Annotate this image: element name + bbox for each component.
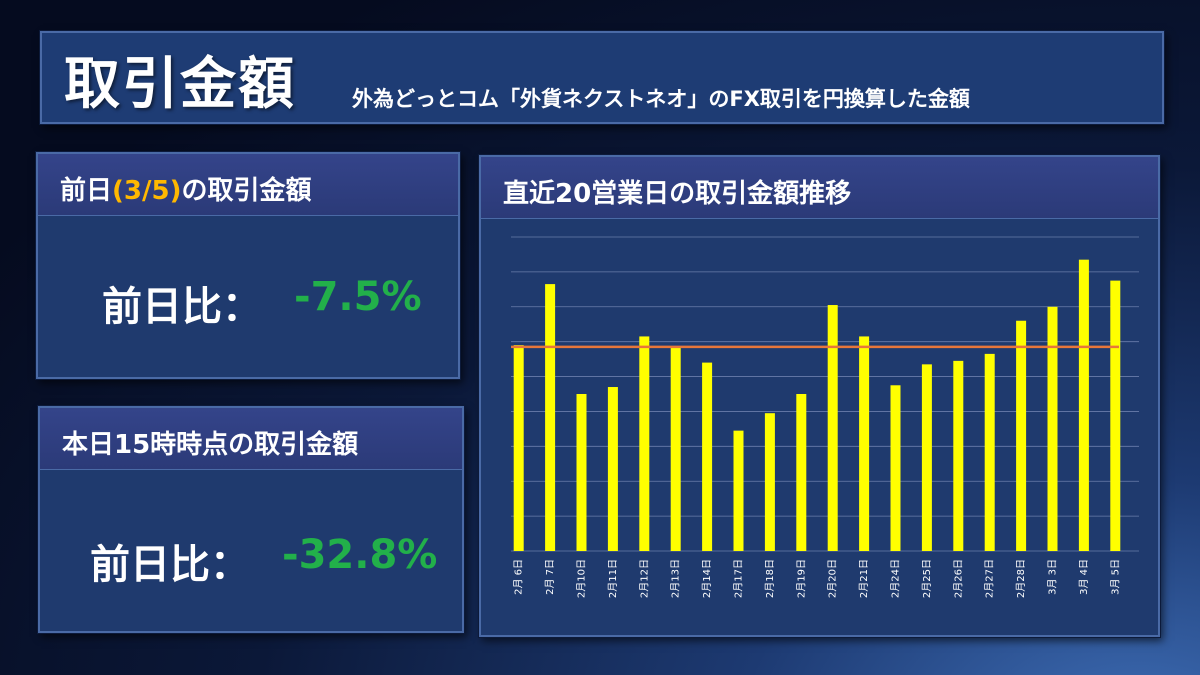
bar bbox=[670, 346, 681, 551]
x-tick-label: 2月 7日 bbox=[544, 559, 556, 595]
x-tick-label: 2月27日 bbox=[984, 559, 996, 598]
bar bbox=[576, 394, 587, 551]
previous-day-heading-date: (3/5) bbox=[112, 176, 182, 206]
x-tick-label: 2月28日 bbox=[1015, 559, 1027, 598]
bar bbox=[796, 394, 807, 551]
previous-day-panel: 前日(3/5)の取引金額 前日比： -7.5% bbox=[36, 152, 460, 379]
today-change: -32.8% bbox=[282, 532, 438, 578]
today-label: 前日比： bbox=[90, 542, 250, 588]
x-tick-label: 3月 5日 bbox=[1109, 559, 1121, 595]
x-tick-label: 2月11日 bbox=[607, 559, 619, 598]
previous-day-change: -7.5% bbox=[294, 274, 422, 320]
bar bbox=[545, 284, 556, 551]
today-panel: 本日15時時点の取引金額 前日比： -32.8% bbox=[38, 406, 464, 633]
bar bbox=[827, 305, 838, 551]
x-tick-label: 2月19日 bbox=[795, 559, 807, 598]
chart-title: 直近20営業日の取引金額推移 bbox=[481, 157, 1158, 219]
bar bbox=[984, 353, 995, 551]
bar bbox=[921, 364, 932, 551]
bar bbox=[1016, 320, 1027, 551]
bar bbox=[1078, 259, 1089, 551]
x-tick-label: 2月24日 bbox=[890, 559, 902, 598]
previous-day-heading-suffix: の取引金額 bbox=[181, 176, 312, 206]
x-tick-label: 2月10日 bbox=[576, 559, 588, 598]
bar bbox=[890, 385, 901, 551]
previous-day-label: 前日比： bbox=[102, 284, 262, 330]
bar bbox=[1110, 280, 1121, 551]
page-title: 取引金額 bbox=[64, 52, 296, 117]
x-tick-label: 2月12日 bbox=[638, 559, 650, 598]
x-tick-label: 2月21日 bbox=[858, 559, 870, 598]
bar bbox=[702, 362, 713, 551]
x-tick-label: 2月25日 bbox=[921, 559, 933, 598]
bar bbox=[607, 387, 618, 551]
bar bbox=[859, 336, 870, 551]
x-tick-label: 2月17日 bbox=[733, 559, 745, 598]
bar bbox=[1047, 306, 1058, 551]
x-tick-label: 2月20日 bbox=[827, 559, 839, 598]
page-subtitle: 外為どっとコム「外貨ネクストネオ」のFX取引を円換算した金額 bbox=[352, 87, 970, 111]
bar bbox=[953, 360, 964, 551]
bar bbox=[513, 345, 524, 551]
header-panel: 取引金額 外為どっとコム「外貨ネクストネオ」のFX取引を円換算した金額 bbox=[40, 31, 1164, 124]
x-tick-label: 3月 4日 bbox=[1078, 559, 1090, 595]
bar bbox=[764, 413, 775, 551]
x-tick-label: 2月26日 bbox=[952, 559, 964, 598]
x-tick-label: 2月13日 bbox=[670, 559, 682, 598]
bar bbox=[733, 430, 744, 551]
previous-day-heading: 前日(3/5)の取引金額 bbox=[38, 154, 458, 216]
previous-day-heading-prefix: 前日 bbox=[60, 176, 113, 206]
x-tick-label: 2月14日 bbox=[701, 559, 713, 598]
x-tick-label: 2月18日 bbox=[764, 559, 776, 598]
bar-chart: 2月 6日 2月 7日 2月10日 2月11日 2月12日 2月13日 2月14日 2月17日… bbox=[511, 236, 1139, 598]
x-tick-label: 2月 6日 bbox=[513, 559, 525, 595]
bar bbox=[639, 336, 650, 551]
chart-panel: 直近20営業日の取引金額推移 2月 6日 2月 7日 2月10日 2月11日 2月12日… bbox=[479, 155, 1160, 637]
today-heading: 本日15時時点の取引金額 bbox=[40, 408, 462, 470]
x-tick-label: 3月 3日 bbox=[1047, 559, 1059, 595]
